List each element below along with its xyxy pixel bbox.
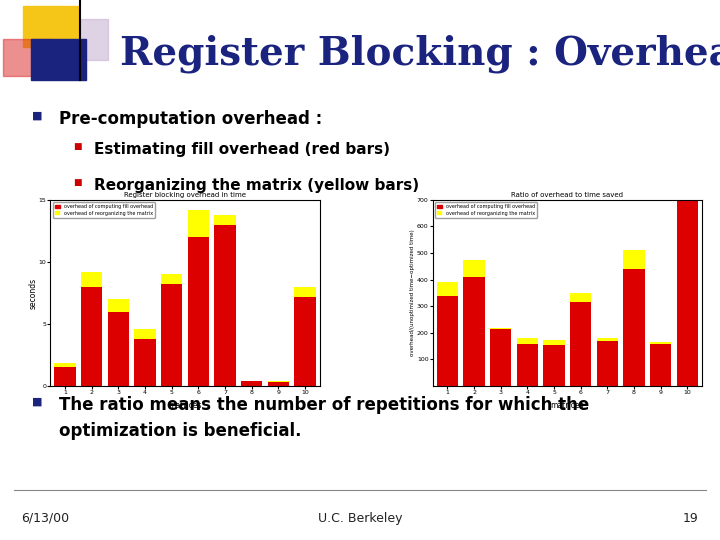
Bar <box>650 343 671 386</box>
Y-axis label: overhead/(unoptimized time−optimized time): overhead/(unoptimized time−optimized tim… <box>410 230 415 356</box>
Bar <box>55 368 76 386</box>
Text: Pre-computation overhead :: Pre-computation overhead : <box>59 110 323 128</box>
Bar <box>294 296 315 386</box>
Text: Estimating fill overhead (red bars): Estimating fill overhead (red bars) <box>94 142 390 157</box>
Legend: overhead of computing fill overhead, overhead of reorganizing the matrix: overhead of computing fill overhead, ove… <box>53 202 155 218</box>
Bar <box>241 381 262 386</box>
Bar <box>188 237 209 386</box>
Bar <box>490 329 511 386</box>
Title: Register blocking overhead in time: Register blocking overhead in time <box>124 192 246 198</box>
Bar <box>81 272 102 287</box>
Bar <box>215 225 235 386</box>
Y-axis label: seconds: seconds <box>28 278 37 308</box>
Bar <box>624 251 644 269</box>
Bar <box>464 277 485 386</box>
Text: Register Blocking : Overhead: Register Blocking : Overhead <box>120 34 720 73</box>
Bar <box>544 340 564 345</box>
Bar <box>135 339 156 386</box>
Bar <box>31 39 86 80</box>
Text: 19: 19 <box>683 512 698 525</box>
Bar <box>161 284 182 386</box>
Bar <box>108 312 129 386</box>
Bar <box>268 382 289 386</box>
Title: Ratio of overhead to time saved: Ratio of overhead to time saved <box>511 192 624 198</box>
Bar <box>437 295 458 386</box>
Text: ■: ■ <box>32 396 42 407</box>
Text: 6/13/00: 6/13/00 <box>22 512 70 525</box>
Bar <box>437 282 458 295</box>
Bar <box>161 274 182 284</box>
Bar <box>58 19 107 60</box>
X-axis label: matrices: matrices <box>551 401 584 410</box>
Text: ■: ■ <box>73 142 81 151</box>
Text: ■: ■ <box>32 110 42 120</box>
Bar <box>650 342 671 343</box>
Bar <box>268 381 289 382</box>
Bar <box>570 293 591 302</box>
Text: ■: ■ <box>73 178 81 187</box>
Bar <box>55 362 76 368</box>
X-axis label: matrices: matrices <box>168 401 202 410</box>
Text: The ratio means the number of repetitions for which the
optimization is benefici: The ratio means the number of repetition… <box>59 396 590 440</box>
Bar <box>490 328 511 329</box>
Bar <box>677 104 698 165</box>
Bar <box>570 302 591 386</box>
Text: U.C. Berkeley: U.C. Berkeley <box>318 512 402 525</box>
Bar <box>517 343 538 386</box>
Bar <box>81 287 102 386</box>
Bar <box>108 299 129 312</box>
Bar <box>188 210 209 237</box>
Bar <box>23 6 78 46</box>
Bar <box>677 165 698 386</box>
Bar <box>544 345 564 386</box>
Bar <box>517 338 538 343</box>
Legend: overhead of computing fill overhead, overhead of reorganizing the matrix: overhead of computing fill overhead, ove… <box>435 202 537 218</box>
Bar <box>215 215 235 225</box>
Bar <box>597 338 618 341</box>
Bar <box>597 341 618 386</box>
Bar <box>294 287 315 296</box>
Bar <box>135 329 156 339</box>
Bar <box>464 260 485 277</box>
Bar <box>3 39 52 76</box>
Bar <box>624 269 644 386</box>
Text: Reorganizing the matrix (yellow bars): Reorganizing the matrix (yellow bars) <box>94 178 419 193</box>
